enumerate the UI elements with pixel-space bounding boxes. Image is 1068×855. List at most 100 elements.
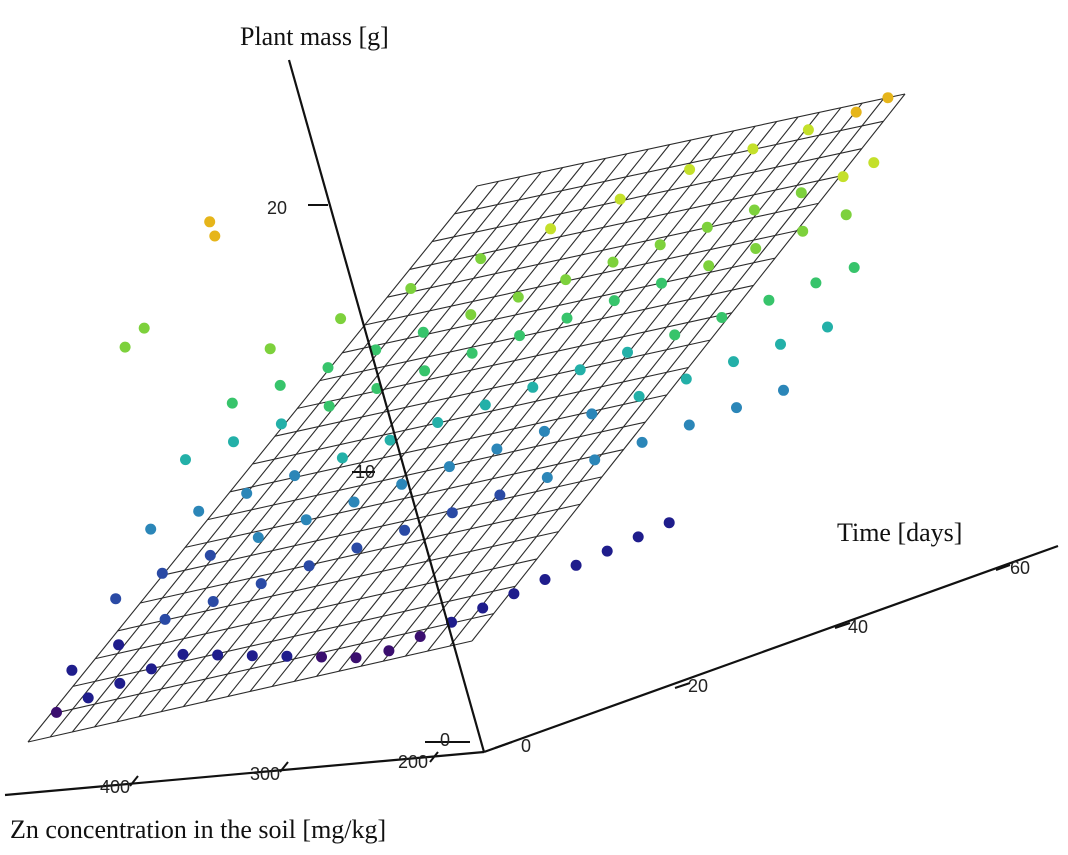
data-point — [113, 639, 125, 651]
data-point — [405, 283, 417, 294]
x-tick-label-40: 40 — [848, 617, 868, 637]
data-point — [561, 312, 573, 324]
surface-mesh-line — [252, 366, 689, 465]
surface-mesh-line — [140, 503, 581, 604]
data-point — [156, 567, 168, 579]
data-point — [336, 452, 348, 464]
data-point — [289, 470, 301, 482]
z-axis-label: Plant mass [g] — [240, 22, 389, 51]
data-point — [110, 593, 122, 605]
data-point — [560, 274, 572, 286]
data-point — [778, 384, 789, 396]
data-point — [775, 338, 786, 350]
data-point — [226, 397, 238, 409]
data-point — [633, 390, 645, 402]
data-point — [527, 381, 539, 393]
data-point — [275, 418, 287, 430]
surface-mesh-line — [274, 339, 711, 437]
tick-mark — [674, 682, 691, 689]
data-point — [145, 523, 157, 535]
data-point — [508, 588, 520, 600]
data-point — [589, 454, 601, 466]
data-point — [636, 436, 648, 448]
data-point — [432, 417, 444, 428]
data-point — [763, 294, 775, 306]
data-point — [371, 383, 383, 394]
data-point — [802, 124, 814, 136]
data-point — [51, 706, 62, 718]
data-point — [255, 578, 267, 590]
data-point — [204, 216, 216, 228]
data-points — [51, 92, 894, 718]
surface-mesh-line — [117, 531, 559, 632]
data-point — [114, 677, 126, 689]
data-point — [748, 204, 760, 216]
data-point — [281, 650, 293, 662]
data-point — [512, 291, 524, 303]
axes — [4, 59, 1059, 797]
data-point — [541, 472, 553, 483]
data-point — [475, 253, 487, 265]
data-point — [322, 362, 334, 374]
data-point — [797, 225, 809, 237]
tick-mark — [995, 564, 1011, 571]
data-point — [747, 143, 759, 155]
data-point — [335, 313, 347, 325]
data-point — [491, 443, 503, 455]
data-point — [840, 209, 852, 221]
data-point — [417, 326, 429, 338]
data-point — [703, 260, 715, 272]
data-point — [586, 408, 598, 420]
tick-mark — [429, 751, 439, 763]
data-point — [193, 505, 205, 517]
data-point — [607, 256, 619, 268]
surface-mesh-line — [27, 640, 473, 743]
z-axis-line — [287, 59, 486, 753]
surface-mesh-line — [297, 312, 732, 409]
tick-mark — [834, 622, 851, 629]
data-point — [443, 461, 455, 473]
data-point — [252, 532, 264, 543]
data-point — [159, 613, 171, 625]
data-point — [180, 454, 191, 466]
surface-mesh-line — [387, 202, 819, 298]
data-point — [810, 277, 822, 289]
data-point — [274, 379, 286, 391]
data-point — [539, 574, 551, 585]
data-point — [850, 106, 862, 118]
data-point — [370, 344, 382, 356]
y-tick-label-300: 300 — [250, 764, 280, 784]
surface-mesh-line — [319, 284, 754, 382]
y-tick-label-200: 200 — [398, 752, 428, 772]
data-point — [209, 230, 221, 242]
surface-mesh-line — [50, 613, 494, 715]
tick-mark — [279, 761, 289, 773]
surface-mesh-line — [476, 93, 906, 187]
data-point — [663, 517, 675, 529]
data-point — [264, 343, 276, 355]
data-point — [465, 309, 477, 321]
data-point — [241, 487, 253, 499]
data-point — [303, 560, 315, 572]
x-tick-label-0: 0 — [521, 736, 531, 756]
z-tick-label-0: 0 — [440, 730, 450, 750]
data-point — [414, 631, 426, 642]
data-point — [204, 549, 216, 561]
data-point — [622, 346, 633, 358]
surface-mesh-line — [364, 230, 797, 326]
y-tick-label-400: 400 — [100, 777, 130, 797]
surface-mesh-line — [72, 585, 516, 687]
data-point — [138, 322, 150, 334]
surface-mesh-line — [431, 148, 862, 243]
x-axis-label: Time [days] — [837, 518, 962, 547]
data-point — [848, 262, 860, 273]
data-point — [654, 239, 666, 251]
data-point — [119, 341, 131, 353]
x-tick-label-20: 20 — [688, 676, 708, 696]
data-point — [614, 193, 626, 205]
data-point — [837, 171, 849, 183]
data-point — [212, 649, 224, 661]
data-point — [750, 243, 762, 254]
data-point — [680, 373, 692, 385]
